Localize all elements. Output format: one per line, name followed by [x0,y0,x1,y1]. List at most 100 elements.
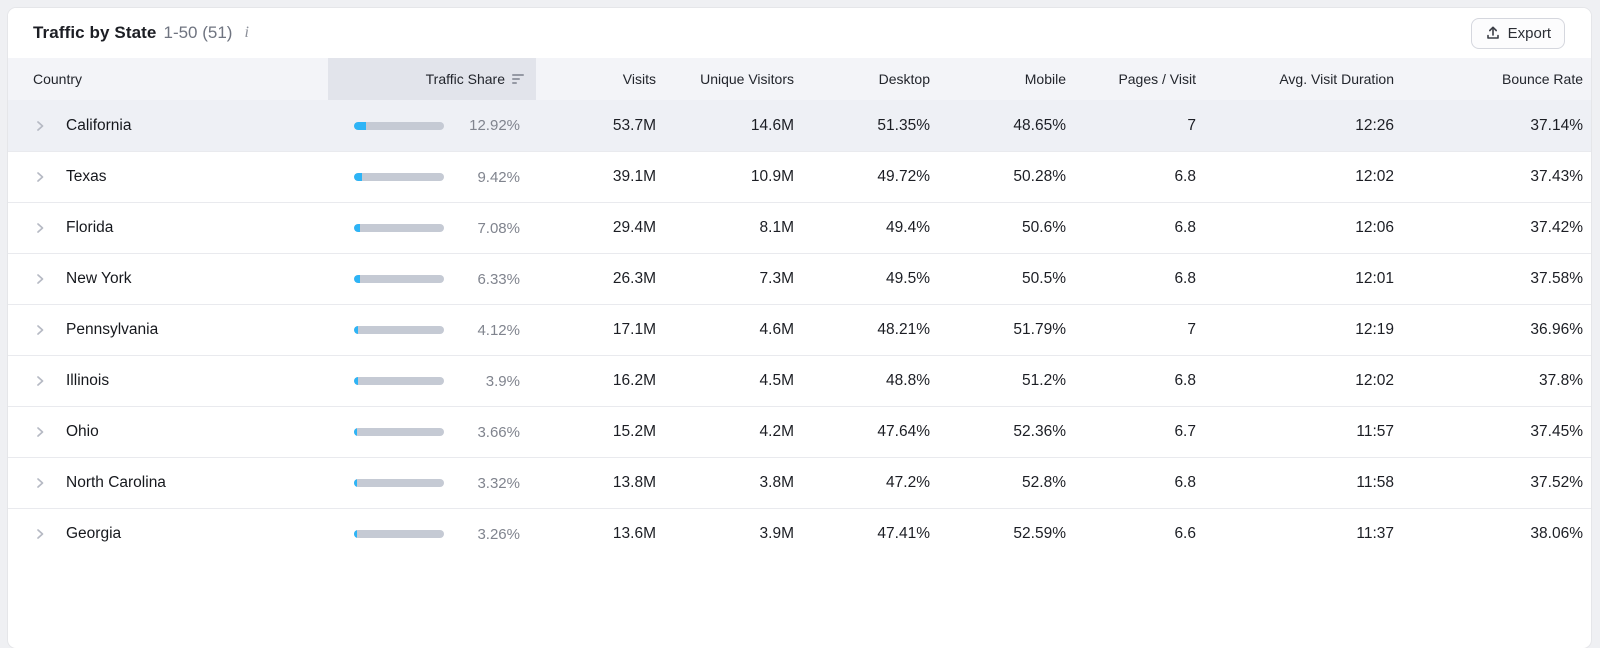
pages-per-visit-value: 6.8 [1174,219,1196,236]
column-header-country[interactable]: Country [33,71,83,87]
column-header-desktop[interactable]: Desktop [878,71,930,87]
avg-visit-duration-value: 12:02 [1355,168,1394,185]
desktop-value: 51.35% [877,116,930,134]
visits-value: 39.1M [612,168,656,185]
column-header-avg-visit-duration[interactable]: Avg. Visit Duration [1279,71,1394,87]
mobile-value: 50.28% [1013,168,1066,185]
unique-visitors-value: 3.8M [759,474,794,491]
sort-descending-icon [512,72,524,86]
column-header-traffic-share[interactable]: Traffic Share [328,58,536,100]
visits-value: 13.8M [612,474,656,491]
mobile-value: 50.5% [1022,270,1066,287]
chevron-right-icon[interactable] [33,475,49,491]
mobile-value: 51.2% [1022,372,1066,389]
column-header-pages-per-visit[interactable]: Pages / Visit [1118,71,1196,87]
traffic-share-bar-fill [354,377,358,385]
chevron-right-icon[interactable] [33,526,49,542]
traffic-share-cell: 12.92% [328,100,536,151]
table-row[interactable]: North Carolina 3.32% 13.8M 3.8M 47.2% 52… [8,457,1591,508]
chevron-right-icon[interactable] [33,271,49,287]
traffic-share-bar-fill [354,275,360,283]
desktop-value: 48.21% [877,321,930,338]
table-row[interactable]: Pennsylvania 4.12% 17.1M 4.6M 48.21% 51.… [8,304,1591,355]
bounce-rate-value: 38.06% [1530,525,1583,542]
traffic-share-bar-fill [354,428,358,436]
desktop-value: 49.4% [886,219,930,236]
traffic-share-bar-fill [354,121,366,130]
table-row[interactable]: Texas 9.42% 39.1M 10.9M 49.72% 50.28% 6.… [8,151,1591,202]
avg-visit-duration-value: 12:26 [1355,116,1394,134]
desktop-value: 49.5% [886,270,930,287]
traffic-share-value: 3.26% [477,525,520,543]
country-name: Florida [66,219,114,236]
visits-value: 17.1M [612,321,656,338]
table-row[interactable]: Ohio 3.66% 15.2M 4.2M 47.64% 52.36% 6.7 … [8,406,1591,457]
table-body: California 12.92% 53.7M 14.6M 51.35% 48.… [8,100,1591,559]
traffic-share-cell: 3.66% [328,407,536,457]
info-icon[interactable]: i [244,24,249,41]
bounce-rate-value: 37.14% [1530,116,1583,134]
column-header-unique-visitors[interactable]: Unique Visitors [700,71,794,87]
table-row[interactable]: California 12.92% 53.7M 14.6M 51.35% 48.… [8,100,1591,151]
chevron-right-icon[interactable] [33,373,49,389]
unique-visitors-value: 8.1M [759,219,794,236]
pages-per-visit-value: 6.8 [1174,168,1196,185]
chevron-right-icon[interactable] [33,424,49,440]
table-header-row: Country Traffic Share Visits Unique Visi… [8,58,1591,100]
traffic-share-value: 3.9% [485,372,520,390]
unique-visitors-value: 3.9M [759,525,794,542]
unique-visitors-value: 10.9M [750,168,794,185]
page-title: Traffic by State [33,23,157,42]
traffic-share-value: 9.42% [477,168,520,186]
table-row[interactable]: New York 6.33% 26.3M 7.3M 49.5% 50.5% 6.… [8,253,1591,304]
bounce-rate-value: 37.58% [1530,270,1583,287]
desktop-value: 47.64% [877,423,930,440]
export-button[interactable]: Export [1470,17,1565,49]
avg-visit-duration-value: 11:58 [1356,474,1394,491]
mobile-value: 52.36% [1013,423,1066,440]
chevron-right-icon[interactable] [33,220,49,236]
traffic-share-cell: 3.32% [328,458,536,508]
traffic-share-bar [354,479,444,487]
chevron-right-icon[interactable] [33,169,49,185]
mobile-value: 52.8% [1022,474,1066,491]
traffic-share-bar [354,326,444,334]
bounce-rate-value: 37.8% [1539,372,1583,389]
pages-per-visit-value: 6.6 [1174,525,1196,542]
table-row[interactable]: Florida 7.08% 29.4M 8.1M 49.4% 50.6% 6.8… [8,202,1591,253]
visits-value: 53.7M [612,116,656,134]
traffic-by-state-card: Traffic by State 1-50 (51) i Export Coun… [8,8,1591,648]
column-header-visits[interactable]: Visits [622,71,656,87]
column-header-mobile[interactable]: Mobile [1024,71,1066,87]
pages-per-visit-value: 7 [1187,116,1196,134]
traffic-share-bar [354,530,444,538]
visits-value: 29.4M [612,219,656,236]
mobile-value: 52.59% [1013,525,1066,542]
country-cell: North Carolina [8,458,328,508]
traffic-share-bar [354,121,444,130]
country-cell: New York [8,254,328,304]
avg-visit-duration-value: 12:19 [1355,321,1394,338]
table-row[interactable]: Illinois 3.9% 16.2M 4.5M 48.8% 51.2% 6.8… [8,355,1591,406]
pages-per-visit-value: 6.8 [1174,270,1196,287]
table-row[interactable]: Georgia 3.26% 13.6M 3.9M 47.41% 52.59% 6… [8,508,1591,559]
visits-value: 26.3M [612,270,656,287]
bounce-rate-value: 37.43% [1530,168,1583,185]
avg-visit-duration-value: 11:37 [1356,525,1394,542]
pages-per-visit-value: 6.7 [1174,423,1196,440]
chevron-right-icon[interactable] [33,322,49,338]
visits-value: 16.2M [612,372,656,389]
export-upload-icon [1485,25,1501,41]
traffic-share-cell: 3.26% [328,509,536,559]
country-cell: Pennsylvania [8,305,328,355]
visits-value: 15.2M [612,423,656,440]
visits-value: 13.6M [612,525,656,542]
traffic-share-bar [354,428,444,436]
desktop-value: 47.41% [877,525,930,542]
chevron-right-icon[interactable] [33,118,49,134]
country-name: Georgia [66,525,122,542]
column-header-bounce-rate[interactable]: Bounce Rate [1502,71,1583,87]
mobile-value: 50.6% [1022,219,1066,236]
traffic-share-cell: 6.33% [328,254,536,304]
country-name: North Carolina [66,474,166,491]
